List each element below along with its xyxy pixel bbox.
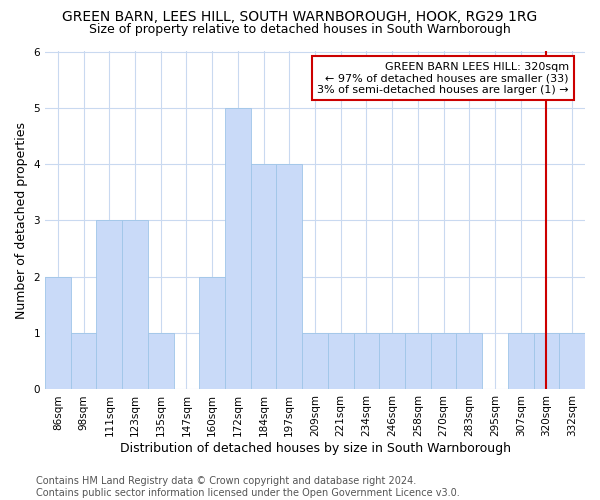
Bar (71, 333, 97, 390)
Bar (148, 333, 173, 390)
Bar (508, 333, 533, 390)
Bar (457, 333, 482, 390)
X-axis label: Distribution of detached houses by size in South Warnborough: Distribution of detached houses by size … (119, 442, 511, 455)
Text: Contains HM Land Registry data © Crown copyright and database right 2024.
Contai: Contains HM Land Registry data © Crown c… (36, 476, 460, 498)
Bar (559, 333, 585, 390)
Bar (122, 220, 148, 390)
Bar (97, 220, 122, 390)
Bar (328, 333, 353, 390)
Bar (199, 277, 225, 390)
Text: GREEN BARN LEES HILL: 320sqm
← 97% of detached houses are smaller (33)
3% of sem: GREEN BARN LEES HILL: 320sqm ← 97% of de… (317, 62, 569, 95)
Bar (405, 333, 431, 390)
Text: GREEN BARN, LEES HILL, SOUTH WARNBOROUGH, HOOK, RG29 1RG: GREEN BARN, LEES HILL, SOUTH WARNBOROUGH… (62, 10, 538, 24)
Bar (225, 108, 251, 390)
Bar (431, 333, 457, 390)
Bar (277, 164, 302, 390)
Bar (302, 333, 328, 390)
Bar (45, 277, 71, 390)
Bar (533, 333, 559, 390)
Y-axis label: Number of detached properties: Number of detached properties (15, 122, 28, 319)
Bar (353, 333, 379, 390)
Text: Size of property relative to detached houses in South Warnborough: Size of property relative to detached ho… (89, 22, 511, 36)
Bar (251, 164, 277, 390)
Bar (379, 333, 405, 390)
